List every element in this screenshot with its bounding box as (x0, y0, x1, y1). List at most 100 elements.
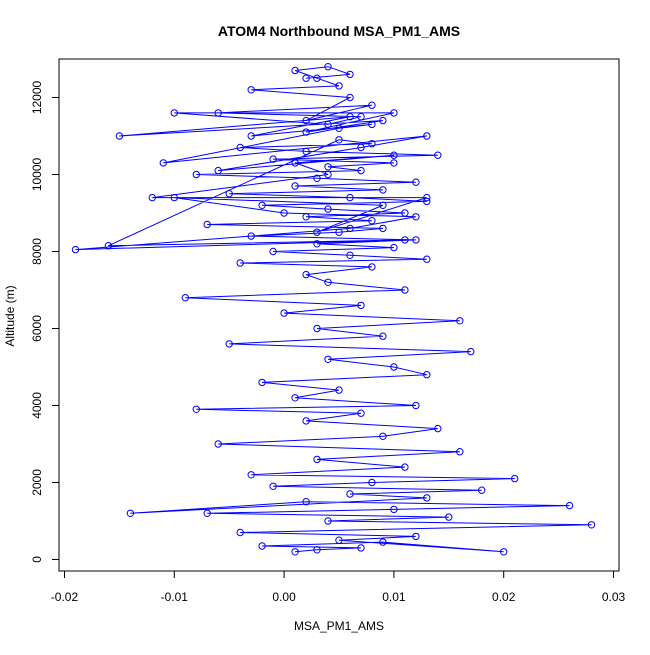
data-point (313, 74, 321, 82)
data-point (324, 278, 332, 286)
data-point (247, 86, 255, 94)
data-point (324, 355, 332, 363)
data-point (423, 193, 431, 202)
data-point (412, 401, 420, 410)
data-point (324, 205, 332, 213)
data-point (159, 159, 168, 167)
plot-frame (58, 58, 620, 572)
data-point (258, 378, 266, 387)
data-point (500, 548, 508, 556)
data-point (302, 147, 310, 156)
y-tick-label: 10000 (30, 157, 44, 191)
data-point (126, 509, 135, 517)
data-point (412, 178, 420, 186)
data-point (346, 113, 354, 121)
x-tick-label: 0.02 (492, 590, 516, 604)
data-point (346, 224, 354, 233)
data-point (565, 501, 574, 510)
x-tick-label: 0.01 (382, 590, 406, 604)
data-point (313, 228, 321, 236)
data-point (313, 174, 321, 183)
data-point (324, 517, 332, 525)
data-point (423, 132, 431, 140)
x-tick-label: 0.00 (272, 590, 296, 604)
data-point (379, 224, 387, 233)
data-point (203, 220, 211, 229)
data-point (423, 255, 431, 263)
data-point (412, 532, 420, 541)
data-point (269, 155, 277, 163)
data-point (324, 163, 332, 171)
x-tick-label: 0.03 (602, 590, 626, 604)
series-layer (71, 62, 596, 556)
y-tick-label: 6000 (30, 315, 44, 342)
data-point (456, 448, 464, 456)
data-point (214, 109, 222, 117)
data-point (587, 521, 596, 529)
y-axis: 0 2000 4000 6000 8000 10000 12000 (30, 80, 59, 563)
data-point (379, 332, 387, 340)
data-point (302, 128, 310, 136)
x-axis-label: MSA_PM1_AMS (294, 619, 384, 633)
data-point (236, 259, 244, 267)
data-point (478, 486, 486, 494)
data-point (170, 193, 179, 202)
data-point (401, 236, 409, 244)
data-point (269, 482, 277, 490)
data-point (192, 405, 201, 413)
data-point (357, 166, 365, 175)
data-point (225, 340, 233, 348)
x-tick-label: -0.01 (161, 590, 189, 604)
data-point (236, 528, 244, 537)
data-point (258, 542, 266, 550)
data-point (379, 186, 387, 194)
data-point (335, 124, 343, 133)
data-point (401, 463, 409, 471)
data-point (313, 240, 321, 248)
data-point (335, 82, 343, 90)
y-tick-label: 4000 (30, 392, 44, 419)
data-point (192, 170, 201, 179)
data-point (302, 270, 310, 279)
data-point (291, 182, 299, 190)
data-point (313, 546, 321, 554)
data-point (225, 190, 233, 198)
data-point (346, 193, 354, 202)
data-point (390, 151, 398, 159)
data-point (511, 474, 519, 483)
data-point (302, 213, 310, 221)
data-point (412, 213, 420, 221)
x-axis: -0.02 -0.01 0.00 0.01 0.02 0.03 (51, 571, 626, 604)
data-point (434, 424, 442, 433)
data-point (357, 301, 365, 310)
data-point (280, 209, 288, 217)
data-point (401, 286, 409, 294)
data-point (258, 201, 266, 210)
data-point (247, 132, 255, 140)
data-point (203, 509, 211, 517)
data-point (214, 440, 222, 448)
data-point (368, 120, 376, 129)
data-point (423, 494, 431, 502)
data-point (379, 432, 387, 440)
x-tick-label: -0.02 (51, 590, 79, 604)
data-point (291, 548, 299, 556)
data-point (291, 66, 299, 75)
data-point (71, 245, 80, 254)
y-tick-label: 0 (30, 556, 44, 563)
data-point (368, 101, 376, 109)
chart-title: ATOM4 Northbound MSA_PM1_AMS (218, 23, 460, 39)
data-point (401, 209, 409, 217)
data-point (324, 170, 332, 179)
data-point (291, 159, 299, 167)
data-point (170, 109, 179, 117)
data-point (346, 251, 354, 260)
data-point (236, 143, 244, 152)
data-point (357, 544, 365, 552)
data-point (335, 228, 343, 236)
data-point (379, 201, 387, 210)
data-point (390, 363, 398, 371)
data-point (335, 386, 343, 394)
data-point (357, 113, 365, 121)
